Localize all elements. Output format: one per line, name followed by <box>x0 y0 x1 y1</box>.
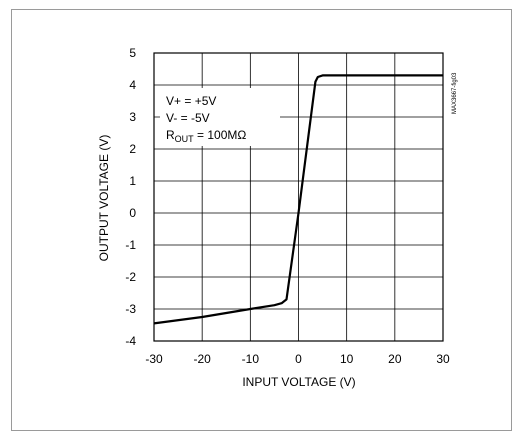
y-tick-label: -3 <box>125 302 136 316</box>
x-tick-label: 0 <box>295 352 302 366</box>
x-tick-label: 10 <box>340 352 354 366</box>
y-tick-label: 3 <box>129 110 136 124</box>
conditions-box: V+ = +5V V- = -5V ROUT = 100MΩ <box>160 88 280 146</box>
condition-vminus: V- = -5V <box>166 111 210 125</box>
x-axis-label: INPUT VOLTAGE (V) <box>242 375 355 389</box>
y-tick-label: -2 <box>125 270 136 284</box>
x-tick-label: -30 <box>145 352 163 366</box>
condition-rout: ROUT = 100MΩ <box>166 128 246 144</box>
y-tick-label: 1 <box>129 174 136 188</box>
y-tick-label: 5 <box>129 46 136 60</box>
rout-subscript: OUT <box>175 134 195 144</box>
output-voltage-curve <box>153 74 443 325</box>
rout-value: = 100MΩ <box>194 128 247 142</box>
rout-symbol: R <box>166 128 175 142</box>
y-tick-label: 0 <box>129 206 136 220</box>
x-tick-labels: -30 -20 -10 0 10 20 30 <box>145 352 450 366</box>
y-tick-label: 4 <box>129 78 136 92</box>
y-tick-label: 2 <box>129 142 136 156</box>
x-tick-label: -10 <box>242 352 260 366</box>
condition-vplus: V+ = +5V <box>166 94 216 108</box>
x-tick-label: 20 <box>388 352 402 366</box>
chart-frame <box>11 9 512 431</box>
plot-border <box>153 52 444 342</box>
figure-code: MAX3667-fig03 <box>452 72 458 114</box>
x-tick-label: -20 <box>193 352 211 366</box>
y-axis-label: OUTPUT VOLTAGE (V) <box>97 135 111 262</box>
y-tick-label: -4 <box>125 334 136 348</box>
x-tick-label: 30 <box>436 352 450 366</box>
y-tick-label: -1 <box>125 238 136 252</box>
y-tick-labels: -4 -3 -2 -1 0 1 2 3 4 5 <box>125 46 136 348</box>
conditions-background <box>160 88 280 146</box>
